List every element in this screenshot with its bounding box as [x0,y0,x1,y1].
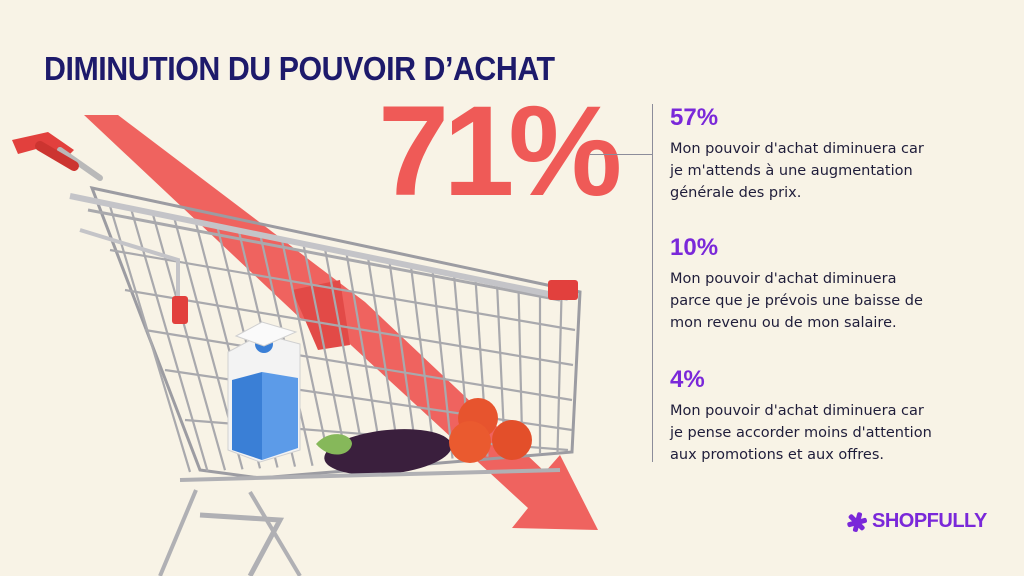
cart-wire [323,248,367,464]
eggplant-icon [316,429,452,475]
stat-text: Mon pouvoir d'achat diminuera car je m'a… [670,141,924,201]
brand-name: SHOPFULLY [872,510,987,532]
cart-base [158,468,561,576]
cart-wire [345,253,384,463]
cart-wire [431,270,454,459]
cart-cap-left [172,296,188,324]
cart-wire [556,296,563,454]
stat-text: Mon pouvoir d'achat diminuera car je pen… [670,403,932,463]
asterisk-logo-icon [847,511,867,532]
milk-carton-icon [227,321,301,463]
cart-handle [12,132,103,181]
stat-value: 57% [670,104,719,131]
stat-block-1: 57% Mon pouvoir d'achat diminuera car je… [670,106,990,204]
cart-cap-right [548,280,578,300]
divider-line [652,104,653,462]
stat-value: 4% [670,366,705,393]
cart-wire [108,205,192,473]
headline-percent: 71% [378,80,622,223]
cart-wire [130,209,209,472]
cart-wire [388,261,419,461]
cart-wire [280,240,332,466]
stat-block-3: 4% Mon pouvoir d'achat diminuera car je … [670,368,990,466]
stat-value: 10% [670,234,719,261]
cart-wire [366,257,402,462]
cart-wire [409,266,437,460]
cart-wire [302,244,349,465]
tomatoes-icon [449,398,532,463]
stat-block-2: 10% Mon pouvoir d'achat diminuera parce … [670,236,990,334]
connector-line [590,154,652,155]
stat-text: Mon pouvoir d'achat diminuera parce que … [670,271,923,331]
page-title: DIMINUTION DU POUVOIR D’ACHAT [44,50,555,87]
brand-logo: SHOPFULLY [846,510,987,533]
